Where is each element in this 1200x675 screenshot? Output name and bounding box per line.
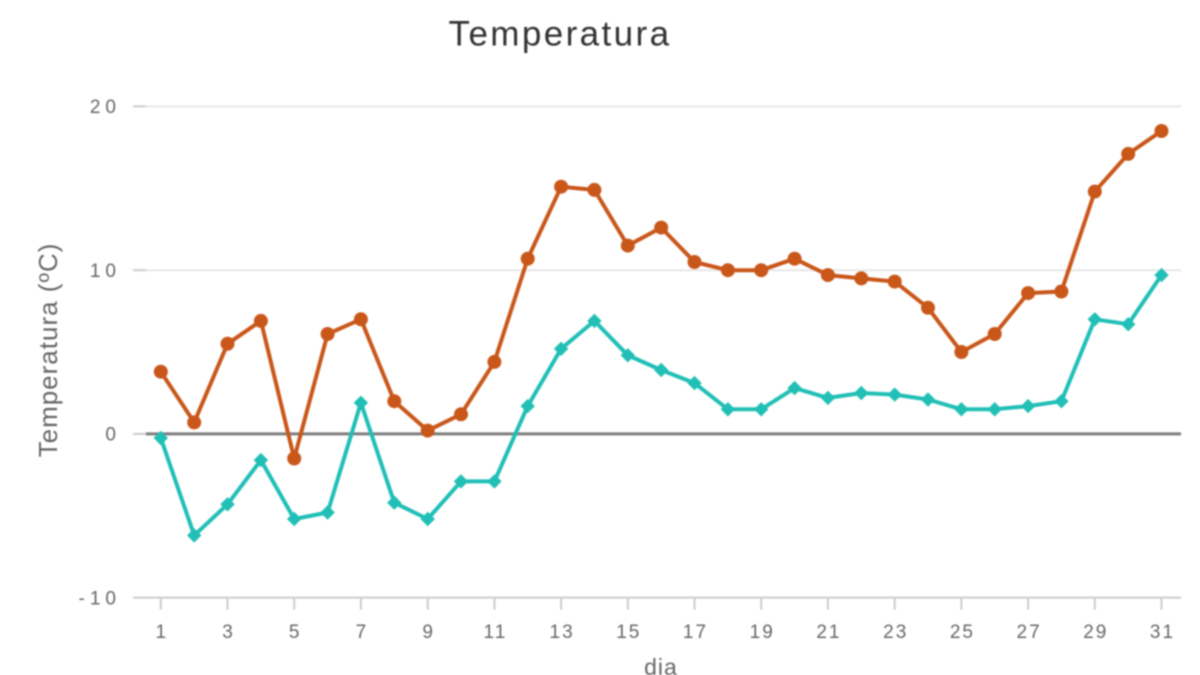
svg-text:Temperatura (ºC): Temperatura (ºC) xyxy=(33,243,63,458)
svg-text:Temperatura: Temperatura xyxy=(449,15,672,54)
svg-text:23: 23 xyxy=(883,622,908,643)
svg-text:1: 1 xyxy=(156,622,169,643)
svg-text:7: 7 xyxy=(356,622,369,643)
svg-text:9: 9 xyxy=(422,622,435,643)
svg-text:29: 29 xyxy=(1083,622,1108,643)
svg-text:25: 25 xyxy=(950,622,975,643)
svg-text:dia: dia xyxy=(644,654,678,675)
svg-text:27: 27 xyxy=(1017,622,1042,643)
svg-text:20: 20 xyxy=(90,97,121,118)
svg-text:31: 31 xyxy=(1150,622,1175,643)
svg-text:13: 13 xyxy=(550,622,575,643)
svg-text:5: 5 xyxy=(289,622,302,643)
svg-text:21: 21 xyxy=(816,622,841,643)
svg-text:0: 0 xyxy=(105,425,121,446)
svg-text:11: 11 xyxy=(484,622,508,643)
svg-text:10: 10 xyxy=(90,261,121,282)
svg-text:17: 17 xyxy=(683,622,708,643)
svg-text:19: 19 xyxy=(750,622,775,643)
svg-text:15: 15 xyxy=(616,622,641,643)
svg-text:3: 3 xyxy=(222,622,235,643)
svg-text:-10: -10 xyxy=(79,588,121,609)
